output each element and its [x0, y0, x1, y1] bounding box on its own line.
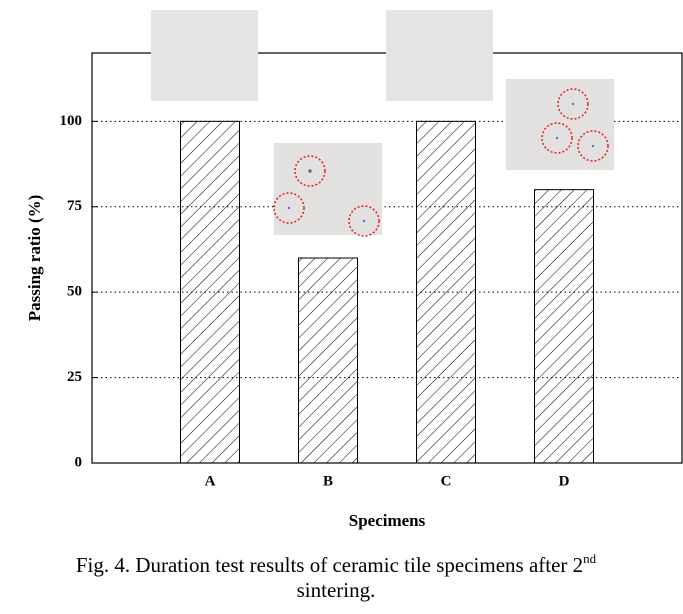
x-axis-title: Specimens: [349, 511, 426, 530]
bar: [416, 120, 476, 464]
y-axis-title: Passing ratio (%): [25, 195, 44, 322]
caption-text: Fig. 4. Duration test results of ceramic…: [76, 553, 583, 577]
inset-photo: [151, 10, 258, 101]
inset-photo: [386, 10, 493, 101]
y-tick-label: 100: [60, 113, 83, 129]
y-tick-label: 0: [75, 454, 83, 470]
x-tick-label: D: [559, 473, 570, 489]
caption-superscript: nd: [583, 551, 597, 566]
y-tick-label: 75: [67, 198, 82, 214]
caption: sintering.: [297, 578, 376, 602]
inset-photo: [506, 79, 614, 170]
x-tick-label: A: [205, 473, 216, 489]
y-tick-label: 25: [67, 369, 82, 385]
bar: [298, 257, 358, 464]
x-tick-label: C: [441, 473, 452, 489]
inset-photo: [273, 143, 382, 237]
x-tick-label: B: [323, 473, 333, 489]
caption: Fig. 4. Duration test results of ceramic…: [76, 551, 597, 577]
bar: [180, 120, 240, 464]
bar: [534, 189, 594, 464]
y-tick-label: 50: [67, 284, 82, 300]
